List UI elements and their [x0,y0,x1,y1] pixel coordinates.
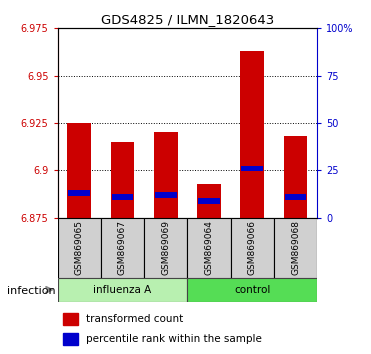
Text: transformed count: transformed count [86,314,183,324]
Bar [112,194,133,200]
Bar [58,278,187,302]
Title: GDS4825 / ILMN_1820643: GDS4825 / ILMN_1820643 [101,13,274,26]
Bar [155,192,177,198]
Bar [284,136,308,218]
Bar [285,194,306,200]
Bar [101,218,144,278]
Bar [231,218,274,278]
Bar [274,218,317,278]
Text: percentile rank within the sample: percentile rank within the sample [86,335,262,344]
Bar [67,123,91,218]
Text: GSM869068: GSM869068 [291,220,300,275]
Text: control: control [234,285,270,295]
Text: GSM869069: GSM869069 [161,220,170,275]
Bar [63,333,78,346]
Bar [58,218,101,278]
Bar [111,142,134,218]
Bar [187,278,317,302]
Text: infection: infection [7,286,56,296]
Text: GSM869064: GSM869064 [204,220,213,275]
Bar [197,184,221,218]
Bar [63,313,78,325]
Text: influenza A: influenza A [93,285,152,295]
Bar [68,190,90,196]
Text: GSM869065: GSM869065 [75,220,83,275]
Text: GSM869067: GSM869067 [118,220,127,275]
Bar [242,166,263,171]
Bar [198,198,220,204]
Bar [154,132,178,218]
Bar [240,51,264,218]
Bar [187,218,231,278]
Bar [144,218,187,278]
Text: GSM869066: GSM869066 [248,220,257,275]
